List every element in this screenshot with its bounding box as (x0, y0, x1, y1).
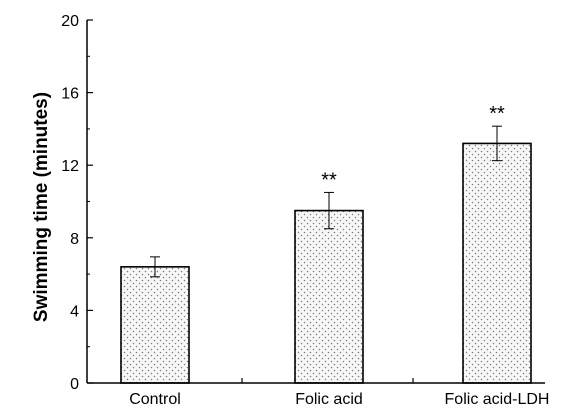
error-bar (150, 256, 160, 278)
y-tick-label: 12 (61, 158, 79, 175)
x-tick-label: Folic acid-LDH (445, 391, 550, 408)
error-bar (492, 125, 502, 162)
error-bar (324, 191, 334, 230)
bar (294, 209, 364, 384)
x-tick-label: Control (129, 391, 181, 408)
bar (462, 142, 532, 384)
axes-layer (86, 19, 545, 384)
bar (120, 266, 190, 384)
y-axis-title: Swimming time (minutes) (31, 92, 52, 322)
y-tick-label: 8 (70, 231, 79, 248)
labels-layer: 0 4 8 12 16 20 Control Folic acid Folic acid-LDH… (61, 13, 549, 408)
significance-label: ** (321, 169, 337, 191)
x-tick-label: Folic acid (295, 391, 363, 408)
y-tick-label: 16 (61, 86, 79, 103)
error-bars-layer (150, 125, 502, 278)
significance-label: ** (489, 103, 505, 125)
y-tick-label: 20 (61, 13, 79, 30)
y-tick-label: 4 (70, 303, 79, 320)
y-tick-label: 0 (70, 376, 79, 393)
